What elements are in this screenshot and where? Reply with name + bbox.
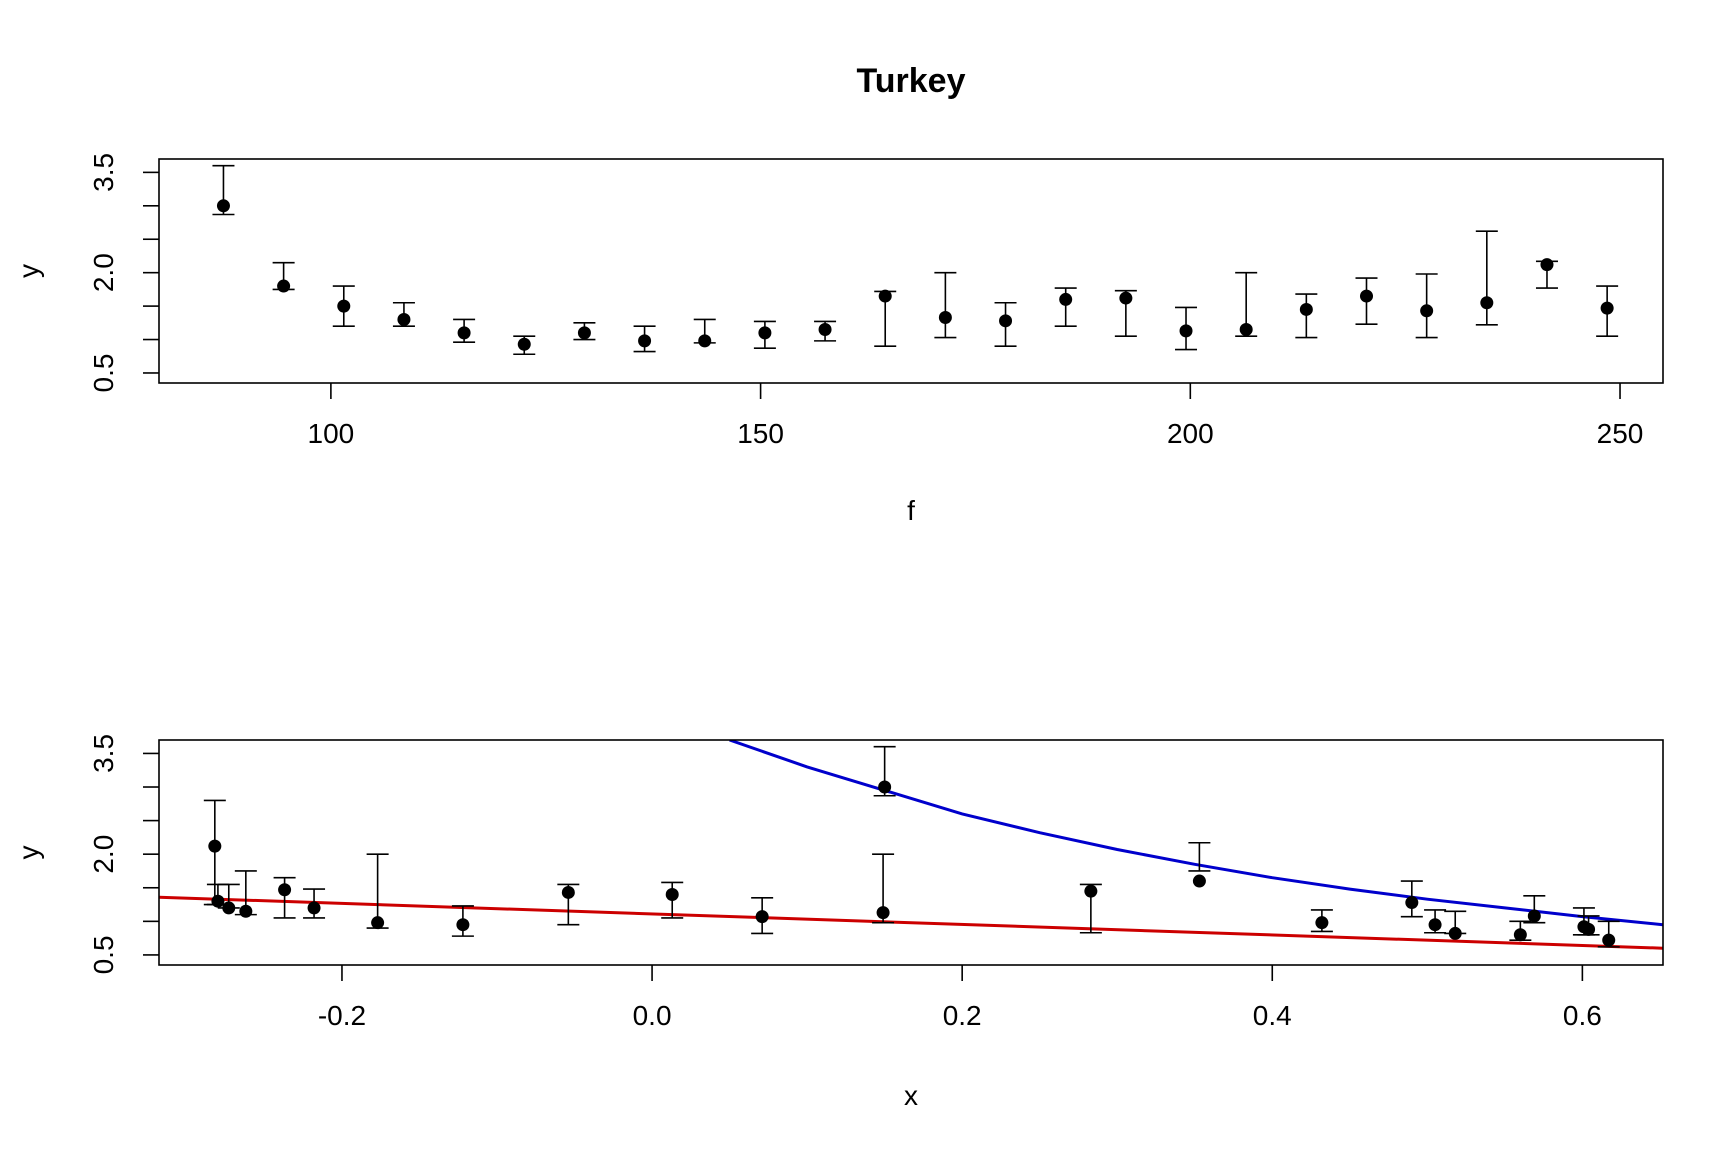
data-point (457, 326, 471, 340)
x-tick-label: 200 (1167, 418, 1214, 449)
x-tick-label: 150 (737, 418, 784, 449)
y-tick-label: 3.5 (88, 734, 119, 773)
x-tick-label: 0.4 (1253, 1000, 1292, 1031)
data-point (1420, 304, 1434, 318)
data-point (1602, 933, 1616, 947)
y-tick-label: 0.5 (88, 935, 119, 974)
data-point (938, 310, 952, 324)
data-point (1239, 323, 1253, 337)
fit-line-red (159, 895, 1663, 950)
chart-title: Turkey (857, 62, 966, 100)
y-tick-label: 2.0 (88, 835, 119, 874)
data-point (1428, 918, 1442, 932)
data-point (222, 901, 236, 915)
data-point (577, 326, 591, 340)
data-point (1192, 874, 1206, 888)
data-point (277, 279, 291, 293)
data-point (1059, 292, 1073, 306)
plot-frame (158, 158, 1664, 384)
upper-panel: 100 150 200 250 0.5 2.0 3.5 f y (13, 153, 1664, 526)
error-bar (934, 271, 957, 339)
data-point (1405, 896, 1419, 910)
data-point (878, 780, 892, 794)
data-point (876, 906, 890, 920)
data-point (755, 910, 769, 924)
x-tick-label: 0.2 (943, 1000, 982, 1031)
data-point (371, 916, 385, 930)
data-point (818, 323, 832, 337)
data-point (239, 904, 253, 918)
data-point (278, 883, 292, 897)
data-point (1084, 884, 1098, 898)
data-point (1527, 909, 1541, 923)
x-axis-title: f (907, 495, 915, 526)
data-point (665, 887, 679, 901)
data-point (561, 885, 575, 899)
data-point (208, 839, 222, 853)
x-tick-label: -0.2 (318, 1000, 366, 1031)
error-bar (1475, 230, 1498, 326)
y-tick-label: 0.5 (88, 354, 119, 393)
data-point (1540, 258, 1554, 272)
data-point (758, 326, 772, 340)
data-point (878, 289, 892, 303)
data-point (999, 314, 1013, 328)
data-point (1480, 296, 1494, 310)
data-point (1448, 926, 1462, 940)
data-point (397, 312, 411, 326)
data-point (216, 199, 230, 213)
data-point (1513, 928, 1527, 942)
x-axis-title: x (904, 1080, 918, 1111)
data-point (1582, 922, 1596, 936)
fit-line-blue (729, 740, 1663, 927)
data-point (211, 894, 225, 908)
y-axis-title: y (13, 846, 44, 860)
data-point (517, 337, 531, 351)
data-point (1179, 324, 1193, 338)
data-point (1119, 291, 1133, 305)
x-tick-label: 250 (1597, 418, 1644, 449)
x-tick-label: 0.6 (1563, 1000, 1602, 1031)
y-axis-title: y (13, 264, 44, 278)
data-point (1315, 916, 1329, 930)
x-tick-label: 0.0 (633, 1000, 672, 1031)
x-tick-label: 100 (308, 418, 355, 449)
data-point (1600, 301, 1614, 315)
data-point (698, 334, 712, 348)
data-point (337, 299, 351, 313)
data-point (307, 901, 321, 915)
data-point (1359, 289, 1373, 303)
plot-frame (158, 739, 1664, 966)
lower-panel: -0.2 0.0 0.2 0.4 0.6 0.5 2.0 3.5 x y (13, 734, 1664, 1111)
data-point (638, 334, 652, 348)
y-tick-label: 3.5 (88, 153, 119, 192)
y-tick-label: 2.0 (88, 253, 119, 292)
error-bar (1188, 841, 1211, 872)
data-point (456, 918, 470, 932)
data-point (1299, 302, 1313, 316)
